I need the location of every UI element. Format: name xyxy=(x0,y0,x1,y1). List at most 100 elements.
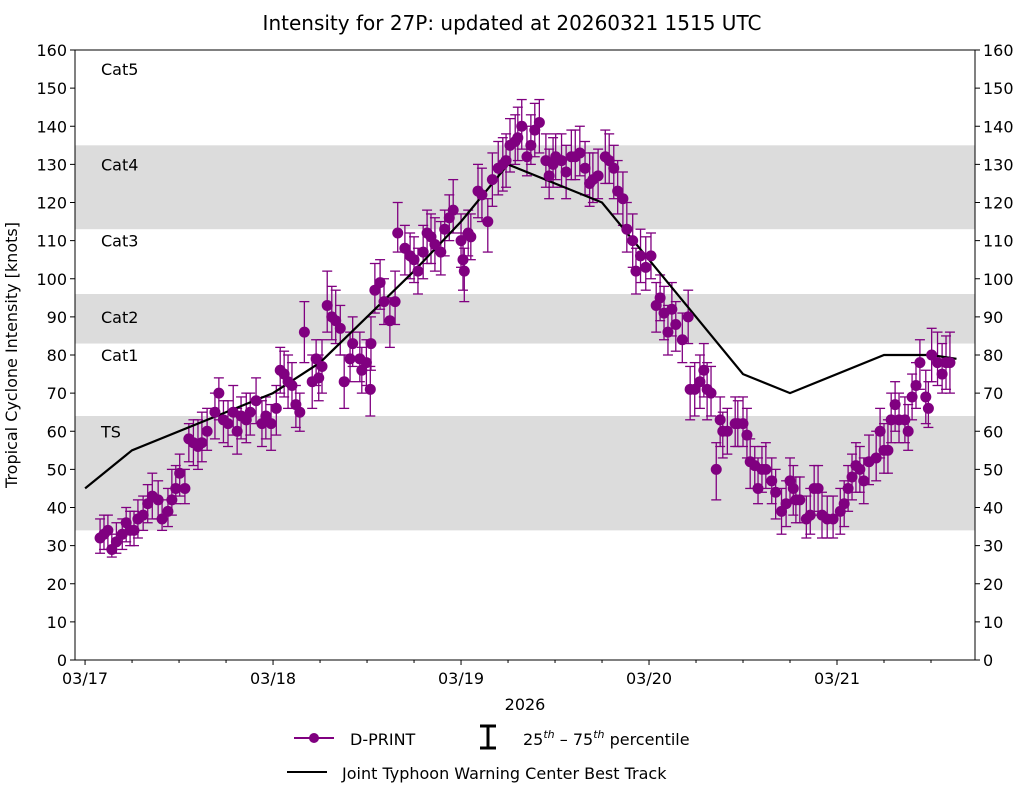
dprint-point xyxy=(854,463,866,475)
dprint-point xyxy=(543,170,555,182)
plot-frame xyxy=(74,49,976,661)
y-tick-label-right: 160 xyxy=(983,41,1014,60)
dprint-point xyxy=(560,166,572,178)
dprint-point xyxy=(179,482,191,494)
legend-dprint-marker xyxy=(309,733,319,743)
dprint-point xyxy=(222,418,234,430)
legend-errorbar-icon xyxy=(480,724,496,750)
y-tick-label-left: 10 xyxy=(47,613,67,632)
x-tick-label: 03/21 xyxy=(814,669,860,688)
dprint-point xyxy=(516,120,528,132)
p-dash: – xyxy=(555,730,573,749)
y-tick-label-left: 90 xyxy=(47,308,67,327)
dprint-point xyxy=(874,425,886,437)
dprint-point xyxy=(250,395,262,407)
y-tick-label-left: 160 xyxy=(36,41,67,60)
dprint-point xyxy=(766,475,778,487)
dprint-point xyxy=(698,364,710,376)
dprint-point xyxy=(654,292,666,304)
y-tick-label-right: 30 xyxy=(983,537,1003,556)
dprint-point xyxy=(360,357,372,369)
dprint-point xyxy=(617,193,629,205)
dprint-point xyxy=(435,246,447,258)
dprint-point xyxy=(902,425,914,437)
dprint-point xyxy=(378,296,390,308)
dprint-point xyxy=(842,482,854,494)
dprint-point xyxy=(889,399,901,411)
dprint-point xyxy=(914,357,926,369)
dprint-point xyxy=(213,387,225,399)
dprint-point xyxy=(344,353,356,365)
dprint-point xyxy=(162,505,174,517)
dprint-point xyxy=(780,498,792,510)
band-label-cat1: Cat1 xyxy=(101,346,138,365)
dprint-point xyxy=(196,437,208,449)
dprint-point xyxy=(384,315,396,327)
dprint-point xyxy=(721,425,733,437)
y-tick-label-left: 30 xyxy=(47,537,67,556)
y-tick-label-left: 80 xyxy=(47,346,67,365)
dprint-point xyxy=(313,372,325,384)
dprint-point xyxy=(592,170,604,182)
dprint-point xyxy=(705,387,717,399)
dprint-point xyxy=(936,368,948,380)
y-tick-label-right: 120 xyxy=(983,194,1014,213)
legend-best-track-label: Joint Typhoon Warning Center Best Track xyxy=(341,764,667,783)
band-label-cat4: Cat4 xyxy=(101,155,138,174)
dprint-point xyxy=(812,482,824,494)
dprint-point xyxy=(102,524,114,536)
dprint-point xyxy=(156,513,168,525)
dprint-point xyxy=(670,319,682,330)
x-tick-label: 03/17 xyxy=(62,669,108,688)
y-tick-label-left: 150 xyxy=(36,79,67,98)
error-bar xyxy=(196,411,207,463)
dprint-point xyxy=(920,391,932,403)
dprint-point xyxy=(482,216,494,228)
dprint-point xyxy=(944,357,956,369)
legend-dprint-label: D-PRINT xyxy=(350,730,416,749)
y-tick-label-right: 100 xyxy=(983,270,1014,289)
dprint-point xyxy=(787,482,799,494)
y-tick-label-left: 0 xyxy=(57,651,67,670)
y-tick-label-left: 130 xyxy=(36,155,67,174)
y-tick-label-right: 90 xyxy=(983,308,1003,327)
y-tick-label-right: 20 xyxy=(983,575,1003,594)
dprint-point xyxy=(556,155,568,167)
dprint-point xyxy=(752,482,764,494)
dprint-point xyxy=(608,162,620,174)
dprint-point xyxy=(804,509,816,521)
dprint-point xyxy=(412,265,424,277)
dprint-point xyxy=(500,155,512,167)
dprint-point xyxy=(374,277,386,289)
y-tick-label-right: 10 xyxy=(983,613,1003,632)
dprint-point xyxy=(364,383,376,395)
y-tick-label-right: 130 xyxy=(983,155,1014,174)
dprint-point xyxy=(270,402,282,414)
chart-title: Intensity for 27P: updated at 20260321 1… xyxy=(263,11,762,35)
dprint-point xyxy=(645,250,657,262)
dprint-point xyxy=(838,498,850,510)
x-tick-label: 03/18 xyxy=(250,669,296,688)
x-tick-label: 03/20 xyxy=(626,669,672,688)
dprint-point xyxy=(166,494,178,506)
y-tick-label-left: 140 xyxy=(36,117,67,136)
dprint-point xyxy=(316,360,328,372)
dprint-point xyxy=(760,463,772,475)
dprint-point xyxy=(770,486,782,498)
y-tick-label-right: 50 xyxy=(983,460,1003,479)
band-cat2 xyxy=(75,294,975,344)
dprint-point xyxy=(858,475,870,487)
dprint-point xyxy=(321,299,333,311)
dprint-point xyxy=(885,414,897,426)
dprint-series xyxy=(94,116,956,555)
dprint-point xyxy=(417,246,429,258)
dprint-point xyxy=(682,311,694,323)
y-tick-label-left: 20 xyxy=(47,575,67,594)
dprint-point xyxy=(662,326,674,338)
dprint-point xyxy=(128,524,140,536)
dprint-point xyxy=(521,151,533,163)
dprint-point xyxy=(137,509,149,521)
dprint-point xyxy=(870,452,882,464)
dprint-point xyxy=(110,536,122,548)
dprint-point xyxy=(694,376,706,388)
